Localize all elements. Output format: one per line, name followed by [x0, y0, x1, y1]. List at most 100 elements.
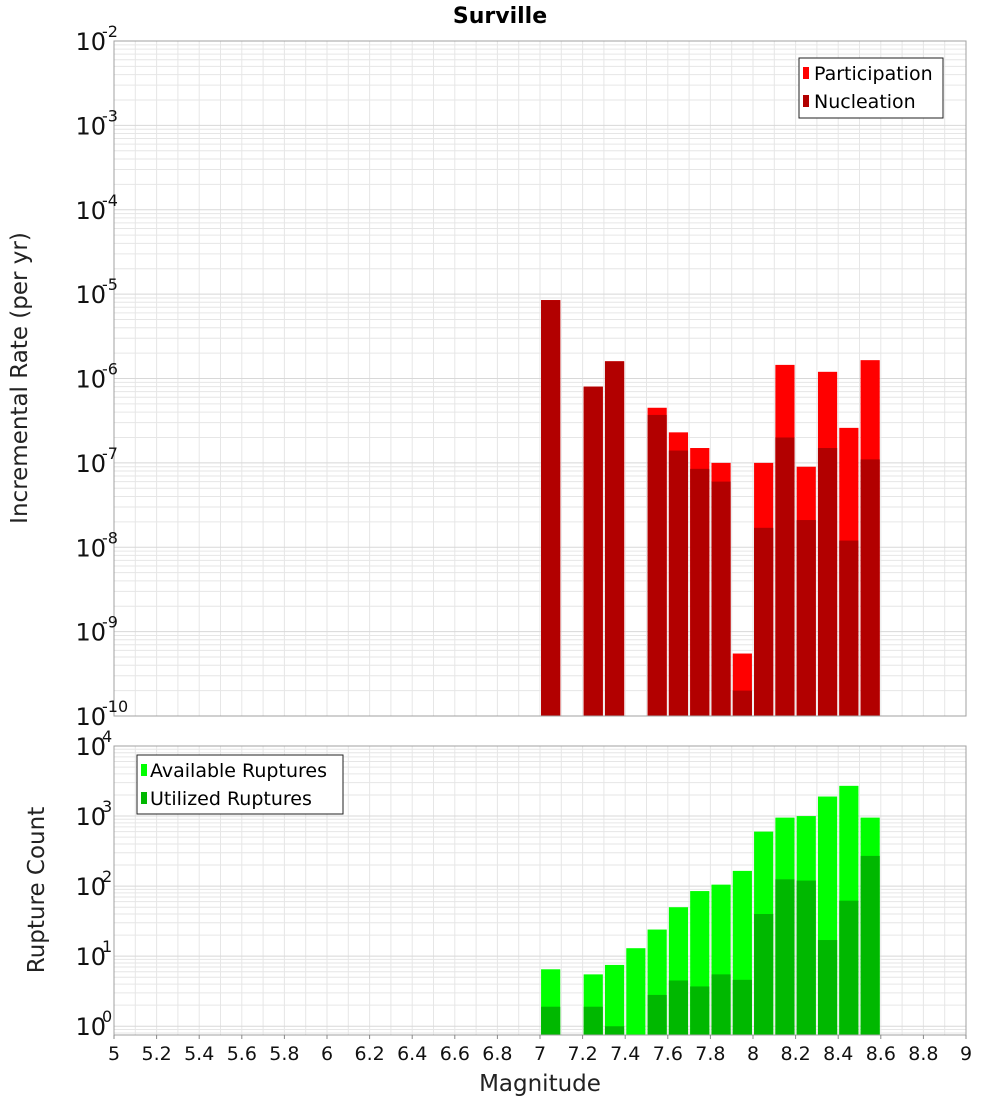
bottom-bar-utilized [647, 994, 667, 1035]
x-tick-label: 8.8 [908, 1043, 938, 1065]
top-y-tick-label: 10-6 [75, 360, 118, 394]
top-y-axis-title: Incremental Rate (per yr) [7, 232, 33, 524]
top-bar-nucleation [796, 520, 816, 716]
x-tick-labels: 5 5.2 5.4 5.6 5.8 6 6.2 6.4 6.6 6.8 7 7.2 7.4 7.6 7.8 8… [108, 1035, 972, 1065]
y-tick-base: 10 [75, 733, 106, 761]
top-y-tick-label: 10-2 [75, 22, 118, 56]
top-bar-nucleation [711, 481, 731, 716]
x-tick-label: 6.4 [397, 1043, 427, 1065]
x-tick-label: 6 [321, 1043, 333, 1065]
top-y-tick-label: 10-4 [75, 191, 118, 225]
y-tick-base: 10 [75, 281, 106, 309]
top-bar-nucleation [668, 450, 689, 716]
bottom-y-axis-title: Rupture Count [24, 807, 50, 973]
y-tick-exponent: 0 [102, 1007, 112, 1026]
bottom-bars [541, 785, 880, 1035]
top-bar-nucleation [604, 361, 625, 716]
bottom-bar-utilized [711, 974, 731, 1035]
legend-swatch-nucleation [803, 95, 809, 107]
bottom-bar-available [604, 964, 625, 1035]
y-tick-exponent: -9 [102, 613, 118, 632]
top-bar-nucleation [860, 459, 880, 716]
top-y-tick-label: 10-5 [75, 275, 118, 309]
top-bars [541, 300, 880, 716]
x-tick-label: 6.6 [440, 1043, 470, 1065]
x-tick-label: 5.6 [227, 1043, 257, 1065]
legend-label-available: Available Ruptures [150, 760, 327, 782]
top-bar-nucleation [647, 414, 667, 716]
y-tick-base: 10 [75, 619, 106, 647]
bottom-bar-utilized [839, 900, 859, 1035]
y-tick-base: 10 [75, 197, 106, 225]
x-tick-label: 8 [747, 1043, 759, 1065]
x-tick-label: 6.2 [354, 1043, 384, 1065]
top-bar-nucleation [817, 448, 838, 716]
bottom-bar-utilized [690, 986, 710, 1035]
x-tick-label: 5.2 [141, 1043, 171, 1065]
top-y-tick-label: 10-9 [75, 613, 118, 647]
y-tick-exponent: -2 [102, 22, 118, 41]
legend-label-participation: Participation [814, 63, 933, 85]
top-grid [113, 41, 967, 717]
bottom-bar-utilized [754, 914, 774, 1035]
legend-swatch-available [141, 764, 147, 776]
bottom-y-tick-label: 100 [75, 1007, 112, 1041]
y-tick-base: 10 [75, 803, 106, 831]
x-tick-label: 8.4 [823, 1043, 853, 1065]
bottom-bar-available [626, 948, 646, 1035]
top-bar-nucleation [754, 527, 774, 716]
top-y-tick-label: 10-3 [75, 106, 118, 140]
y-tick-base: 10 [75, 1013, 106, 1041]
x-tick-label: 6.8 [482, 1043, 512, 1065]
y-tick-base: 10 [75, 534, 106, 562]
x-tick-label: 5.8 [269, 1043, 299, 1065]
bottom-bar-utilized [796, 880, 816, 1035]
bottom-bar-utilized [775, 879, 795, 1035]
top-y-tick-label: 10-8 [75, 528, 118, 562]
bottom-legend: Available Ruptures Utilized Ruptures [136, 754, 344, 815]
x-tick-label: 7.2 [567, 1043, 597, 1065]
y-tick-exponent: -5 [102, 275, 118, 294]
bottom-bar-utilized [541, 1006, 561, 1035]
x-tick-label: 9 [960, 1043, 972, 1065]
top-y-tick-label: 10-10 [75, 697, 128, 731]
y-tick-exponent: -10 [102, 697, 128, 716]
y-tick-exponent: 4 [102, 727, 112, 746]
bottom-bar-utilized [604, 1026, 625, 1035]
bottom-bar-utilized [817, 940, 838, 1035]
top-bar-nucleation [583, 386, 603, 716]
y-tick-exponent: -7 [102, 444, 118, 463]
y-tick-exponent: -6 [102, 360, 118, 379]
x-tick-label: 7.6 [653, 1043, 683, 1065]
bottom-y-tick-label: 103 [75, 797, 112, 831]
y-tick-exponent: 3 [102, 797, 112, 816]
x-tick-label: 7 [534, 1043, 546, 1065]
bottom-y-tick-label: 104 [75, 727, 112, 761]
top-bar-nucleation [732, 690, 752, 716]
bottom-bar-utilized [668, 980, 689, 1035]
top-bar-nucleation [775, 437, 795, 716]
y-tick-exponent: 2 [102, 867, 112, 886]
top-legend-box [798, 57, 944, 119]
top-plot-frame [113, 40, 967, 717]
legend-label-utilized: Utilized Ruptures [150, 788, 312, 810]
top-y-tick-label: 10-7 [75, 444, 118, 478]
y-tick-exponent: -8 [102, 528, 118, 547]
bottom-y-tick-label: 102 [75, 867, 112, 901]
y-tick-exponent: -3 [102, 106, 118, 125]
chart-title: Surville [453, 4, 547, 29]
y-tick-base: 10 [75, 873, 106, 901]
y-tick-base: 10 [75, 943, 106, 971]
y-tick-base: 10 [75, 450, 106, 478]
bottom-y-tick-label: 101 [75, 937, 112, 971]
bottom-bar-utilized [583, 1006, 603, 1035]
x-tick-label: 8.2 [780, 1043, 810, 1065]
bottom-bar-utilized [860, 855, 880, 1035]
y-tick-base: 10 [75, 703, 106, 731]
y-tick-base: 10 [75, 28, 106, 56]
y-tick-base: 10 [75, 112, 106, 140]
top-bar-nucleation [541, 300, 561, 716]
x-axis-title: Magnitude [479, 1071, 601, 1097]
